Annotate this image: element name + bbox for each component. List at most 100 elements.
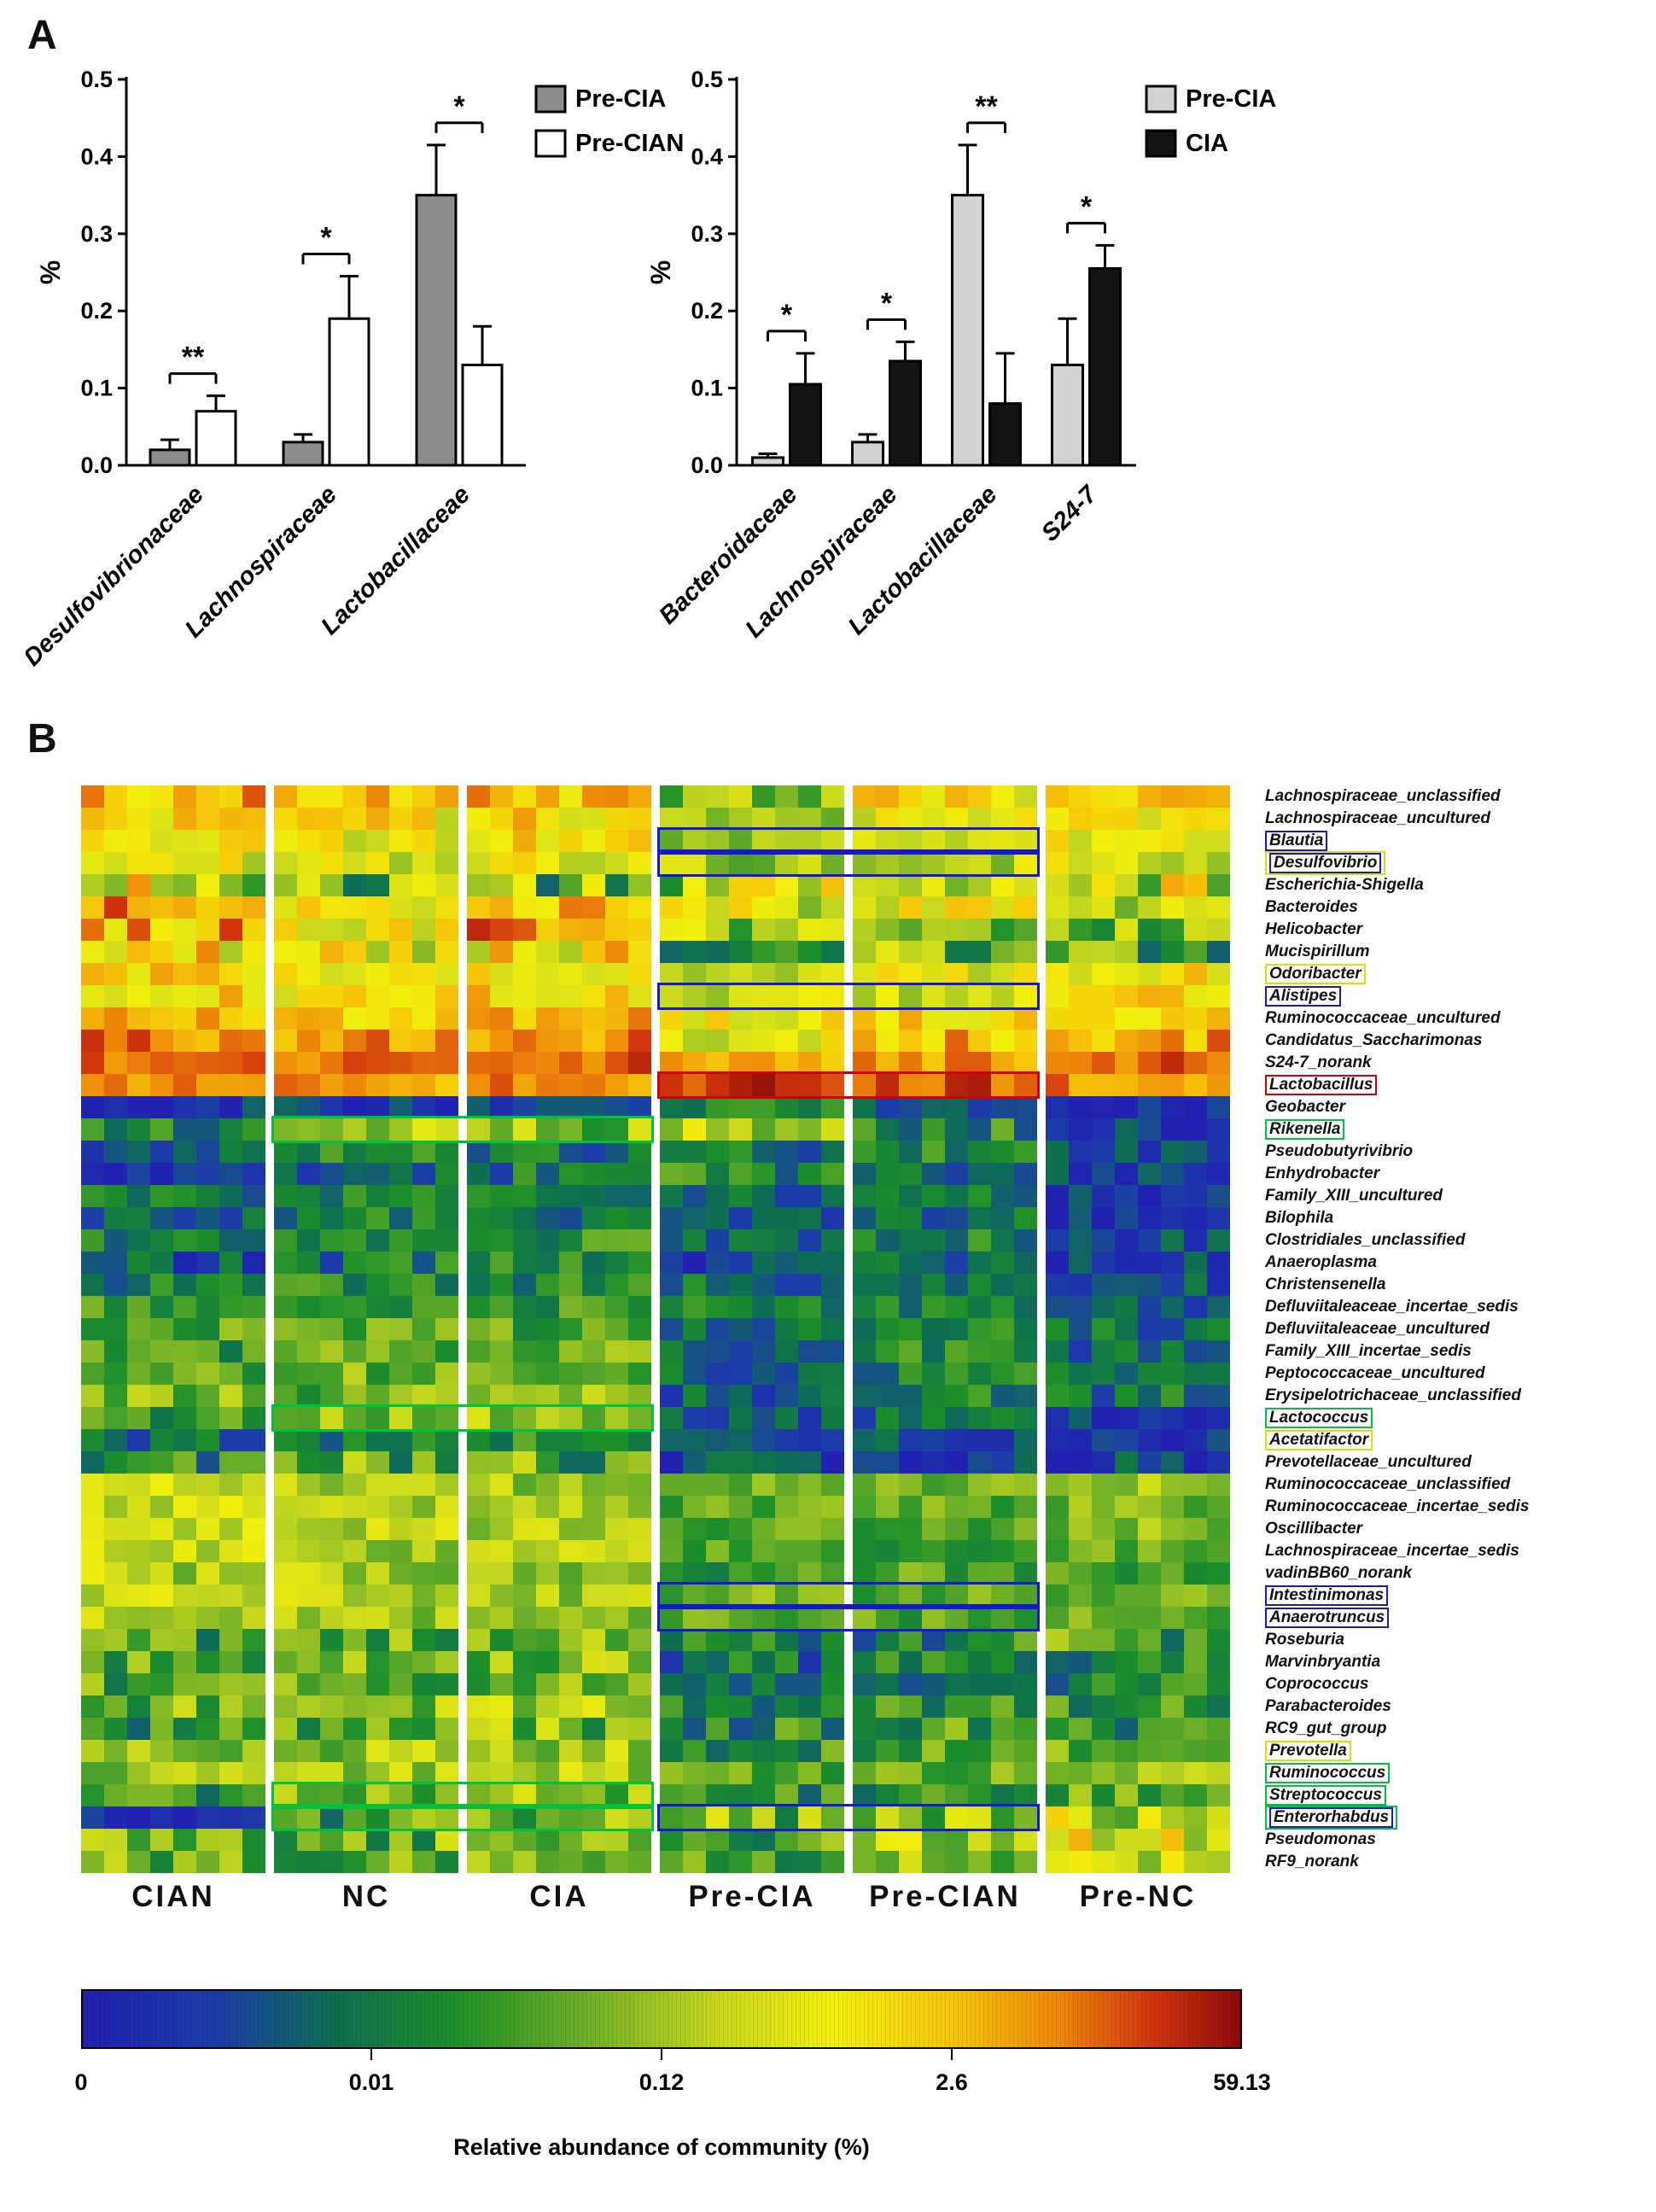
heatmap-cell xyxy=(706,1096,729,1118)
heatmap-cell xyxy=(104,919,127,941)
heatmap-cell xyxy=(660,1096,683,1118)
heatmap-cell xyxy=(297,963,320,985)
heatmap-cell xyxy=(1046,1562,1069,1585)
heatmap-cell xyxy=(104,1762,127,1784)
y-axis-label: % xyxy=(645,260,676,284)
heatmap-cell xyxy=(513,896,536,919)
heatmap-cell xyxy=(513,1385,536,1407)
heatmap-cell xyxy=(467,830,490,852)
heatmap-cell xyxy=(798,1695,821,1718)
heatmap-cell xyxy=(876,1385,899,1407)
heatmap-cell xyxy=(81,1496,104,1518)
heatmap-cell xyxy=(1184,1118,1207,1141)
heatmap-cell xyxy=(1138,1407,1161,1429)
heatmap-cell xyxy=(1207,1518,1230,1540)
heatmap-cell xyxy=(343,1141,366,1163)
heatmap-cell xyxy=(1161,1474,1184,1496)
heatmap-cell xyxy=(536,1052,559,1074)
heatmap-cell xyxy=(821,1363,844,1385)
heatmap-cell xyxy=(628,1074,651,1096)
heatmap-cell xyxy=(752,1163,775,1185)
heatmap-cell xyxy=(173,1562,196,1585)
heatmap-cell xyxy=(242,941,265,963)
heatmap-cell xyxy=(922,1096,945,1118)
heatmap-cell xyxy=(582,808,605,830)
heatmap-cell xyxy=(798,1562,821,1585)
heatmap-cell xyxy=(605,830,628,852)
heatmap-cell xyxy=(605,941,628,963)
taxon-highlight-box-yellow: Desulfovibrio xyxy=(1265,851,1386,875)
heatmap-cell xyxy=(628,1607,651,1629)
heatmap-cell xyxy=(628,1363,651,1385)
heatmap-cell xyxy=(366,1806,389,1829)
heatmap-cell xyxy=(150,1695,173,1718)
taxon-row-label: Bacteroides xyxy=(1265,896,1358,919)
heatmap-cell xyxy=(1207,1496,1230,1518)
heatmap-cell xyxy=(1092,1673,1115,1695)
heatmap-cell xyxy=(320,785,343,808)
heatmap-cell xyxy=(366,919,389,941)
heatmap-cell xyxy=(853,1762,876,1784)
heatmap-cell xyxy=(899,1518,922,1540)
heatmap-cell xyxy=(343,1806,366,1829)
heatmap-cell xyxy=(1115,1518,1138,1540)
heatmap-cell xyxy=(127,1052,150,1074)
heatmap-cell xyxy=(821,1695,844,1718)
taxon-highlight-box-yellow: Prevotella xyxy=(1265,1741,1351,1761)
heatmap-cell xyxy=(899,1695,922,1718)
heatmap-cell xyxy=(683,1651,706,1673)
heatmap-cell xyxy=(81,1607,104,1629)
taxon-name: Parabacteroides xyxy=(1265,1697,1391,1715)
heatmap-cell xyxy=(1014,1274,1037,1296)
heatmap-cell xyxy=(582,1274,605,1296)
colorbar-caption: Relative abundance of community (%) xyxy=(453,2134,870,2160)
heatmap-cell xyxy=(1138,1740,1161,1762)
heatmap-cell xyxy=(1184,1340,1207,1363)
heatmap-cell xyxy=(628,1340,651,1363)
heatmap-cell xyxy=(242,1607,265,1629)
heatmap-cell xyxy=(683,1363,706,1385)
heatmap-cell xyxy=(219,1806,242,1829)
heatmap-cell xyxy=(706,1451,729,1474)
legend-swatch-CIA xyxy=(1145,129,1177,158)
heatmap-cell xyxy=(297,1318,320,1340)
heatmap-cell xyxy=(582,1407,605,1429)
heatmap-cell xyxy=(1184,941,1207,963)
heatmap-cell xyxy=(196,874,219,896)
heatmap-cell xyxy=(821,896,844,919)
heatmap-cell xyxy=(582,1074,605,1096)
heatmap-cell xyxy=(559,785,582,808)
heatmap-cell xyxy=(536,1274,559,1296)
heatmap-cell xyxy=(991,1340,1014,1363)
heatmap-cell xyxy=(968,919,991,941)
heatmap-cell xyxy=(628,1451,651,1474)
heatmap-cell xyxy=(1184,896,1207,919)
heatmap-cell xyxy=(173,1629,196,1651)
heatmap-cell xyxy=(752,1562,775,1585)
heatmap-cell xyxy=(173,1806,196,1829)
heatmap-cell xyxy=(775,1585,798,1607)
heatmap-cell xyxy=(1138,1718,1161,1740)
heatmap-cell xyxy=(104,1695,127,1718)
heatmap-cell xyxy=(1184,1673,1207,1695)
heatmap-cell xyxy=(1184,1407,1207,1429)
heatmap-cell xyxy=(991,1629,1014,1651)
heatmap-cell xyxy=(81,1474,104,1496)
heatmap-cell xyxy=(1014,1052,1037,1074)
heatmap-cell xyxy=(536,874,559,896)
heatmap-cell xyxy=(1014,1318,1037,1340)
heatmap-cell xyxy=(605,1851,628,1873)
heatmap-cell xyxy=(1014,1695,1037,1718)
heatmap-cell xyxy=(922,785,945,808)
heatmap-cell xyxy=(752,1673,775,1695)
heatmap-cell xyxy=(945,1718,968,1740)
heatmap-cell xyxy=(605,1030,628,1052)
heatmap-cell xyxy=(150,919,173,941)
heatmap-cell xyxy=(513,1518,536,1540)
heatmap-cell xyxy=(559,896,582,919)
heatmap-cell xyxy=(991,1252,1014,1274)
heatmap-cell xyxy=(1161,941,1184,963)
heatmap-cell xyxy=(821,1629,844,1651)
heatmap-cell xyxy=(320,830,343,852)
heatmap-cell xyxy=(196,1340,219,1363)
